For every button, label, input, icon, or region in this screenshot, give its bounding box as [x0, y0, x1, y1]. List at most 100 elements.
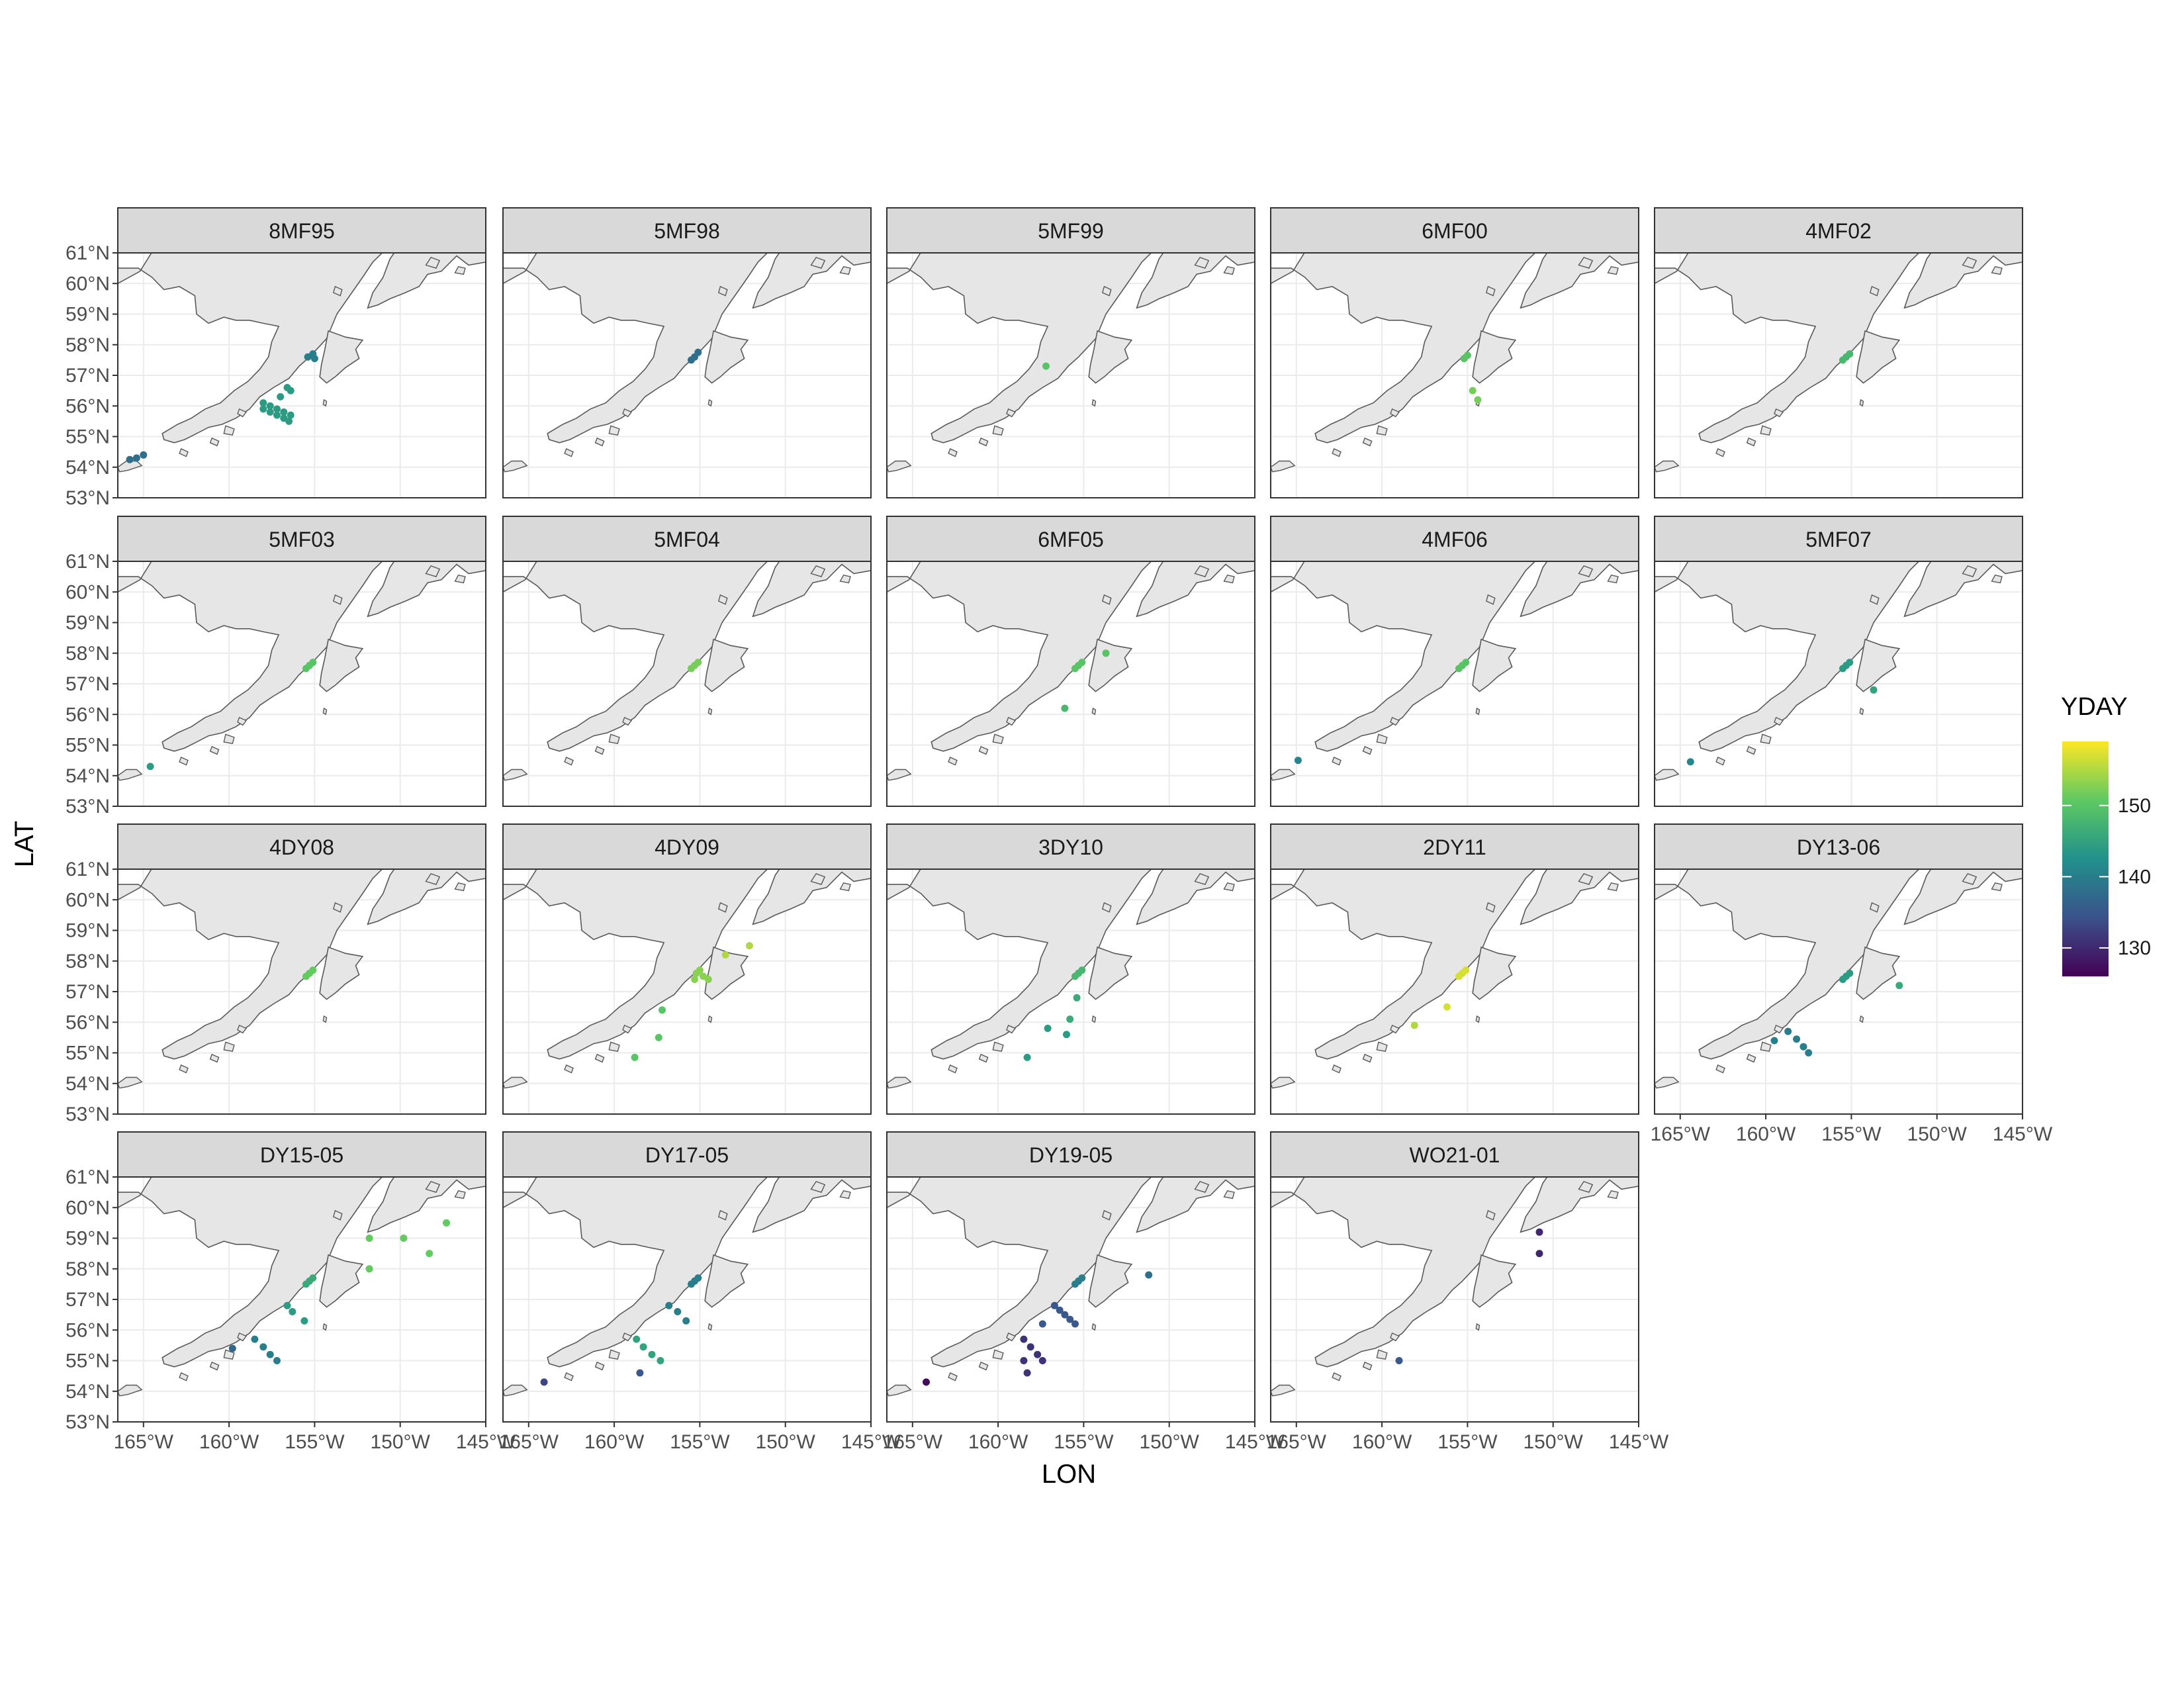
x-tick-label: 165°W — [1651, 1123, 1711, 1145]
land-island — [1091, 707, 1097, 716]
data-point — [302, 1280, 310, 1288]
data-point — [289, 1308, 296, 1315]
data-point — [639, 1343, 647, 1351]
data-point — [923, 1378, 930, 1386]
land-island — [1715, 1064, 1725, 1074]
land-island — [1774, 1024, 1784, 1034]
x-tick-label: 155°W — [1437, 1431, 1498, 1453]
data-point — [1395, 1357, 1403, 1364]
land-island — [223, 1041, 235, 1052]
data-point — [1535, 1228, 1543, 1236]
panel-border — [1270, 1176, 1639, 1423]
facet-strip — [117, 516, 486, 562]
data-point — [280, 408, 288, 416]
panel-plot-area — [118, 869, 486, 1114]
land-kodiak-island — [1856, 330, 1901, 384]
data-point — [266, 408, 274, 416]
x-axis-title: LON — [1042, 1460, 1096, 1489]
data-point — [1839, 665, 1846, 673]
land-island — [1475, 1323, 1480, 1331]
x-tick-label: 150°W — [371, 1431, 431, 1453]
land-island — [223, 1349, 235, 1360]
land-island — [1607, 882, 1619, 892]
land-island — [1194, 1181, 1210, 1193]
land-island — [1194, 565, 1210, 577]
land-island — [209, 1053, 220, 1063]
facet-label: 4MF06 — [1422, 528, 1488, 551]
land-island — [503, 1384, 528, 1397]
colorbar-tick-label: 140 — [2118, 866, 2151, 888]
facet-panel: 5MF98 — [502, 207, 872, 498]
y-tick-label: 54°N — [66, 1381, 110, 1403]
land-island — [948, 1372, 958, 1382]
land-island — [1655, 769, 1680, 781]
land-island — [1362, 745, 1373, 755]
x-tick-label: 145°W — [1609, 1431, 1669, 1453]
land-island — [564, 757, 574, 766]
land-island — [1607, 575, 1619, 584]
land-island — [1101, 902, 1112, 913]
facet-panel: 2DY11 — [1270, 823, 1639, 1115]
land-island — [1859, 707, 1864, 716]
land-island — [978, 437, 989, 447]
panel-plot-area — [118, 253, 486, 498]
y-tick-label: 53°N — [66, 487, 110, 509]
data-point — [1410, 1021, 1418, 1029]
land-island — [608, 425, 620, 436]
land-kodiak-island — [704, 638, 749, 692]
y-tick-label: 56°N — [66, 1319, 110, 1341]
land-island — [1223, 882, 1235, 892]
land-kodiak-island — [704, 1254, 749, 1308]
data-point — [1034, 1350, 1042, 1358]
facet-label: 5MF99 — [1038, 219, 1104, 243]
facet-label: 8MF95 — [269, 219, 335, 243]
data-point — [300, 1317, 308, 1325]
facet-label: DY13-06 — [1797, 835, 1880, 859]
data-point — [1023, 1053, 1031, 1061]
data-point — [1056, 1306, 1064, 1314]
facet-panel: 6MF00 — [1270, 207, 1639, 498]
land-island — [1607, 266, 1619, 275]
land-island — [503, 460, 528, 473]
panel-plot-area — [887, 1177, 1255, 1422]
data-point — [310, 355, 318, 363]
data-point — [1038, 1357, 1046, 1364]
land-island — [332, 902, 343, 913]
y-tick-label: 55°N — [66, 426, 110, 448]
facet-label: 3DY10 — [1038, 835, 1103, 859]
panel-plot-area — [1655, 561, 2023, 806]
data-point — [287, 411, 295, 419]
facet-panel: DY15-05 53°N 54°N 55°N 56°N 57°N 58°N 59°N 60°N 6… — [66, 1131, 516, 1453]
x-tick-label: 165°W — [883, 1431, 943, 1453]
y-tick-label: 61°N — [66, 551, 110, 573]
data-point — [1474, 396, 1482, 404]
panel-plot-area — [503, 561, 871, 806]
land-kodiak-island — [1088, 638, 1133, 692]
data-point — [636, 1369, 644, 1377]
facet-strip — [1654, 516, 2023, 562]
data-point — [1066, 1315, 1074, 1323]
data-point — [1793, 1035, 1801, 1043]
y-tick-label: 58°N — [66, 951, 110, 972]
data-point — [259, 1343, 267, 1351]
land-island — [1101, 1209, 1112, 1221]
land-island — [1746, 1053, 1756, 1063]
panel-plot-area — [887, 561, 1255, 806]
land-island — [1271, 769, 1296, 781]
data-point — [1839, 976, 1846, 983]
x-tick-label: 145°W — [1225, 1431, 1285, 1453]
land-island — [454, 266, 466, 275]
x-tick-label: 165°W — [499, 1431, 559, 1453]
data-point — [1020, 1335, 1028, 1343]
panel-border — [1654, 252, 2023, 498]
facet-strip — [1270, 823, 1639, 870]
data-point — [1799, 1043, 1807, 1051]
land-island — [332, 1209, 343, 1221]
y-tick-label: 57°N — [66, 981, 110, 1003]
panel-border — [1270, 868, 1639, 1115]
data-point — [674, 1308, 682, 1315]
land-island — [992, 1349, 1004, 1360]
land-island — [1760, 425, 1772, 436]
panel-plot-area — [1271, 1177, 1639, 1422]
facet-panel: 5MF03 53°N 54°N 55°N 56°N 57°N 58°N 59°N 60°N 61°… — [66, 516, 486, 818]
